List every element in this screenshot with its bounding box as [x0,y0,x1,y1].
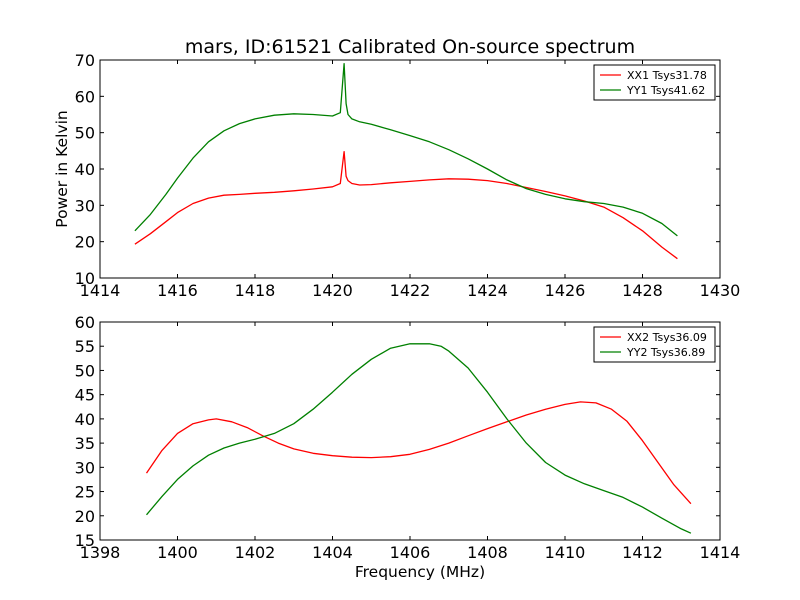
x-tick-label: 1412 [622,543,663,562]
x-tick-label: 1428 [622,281,663,300]
x-tick-label: 1414 [80,281,121,300]
legend-label: XX1 Tsys31.78 [627,69,707,82]
y-tick-label: 70 [75,51,95,70]
legend-box [593,64,716,101]
y-tick-label: 50 [75,124,95,143]
y-tick-label: 30 [75,458,95,477]
x-tick-label: 1400 [157,543,198,562]
y-tick-label: 20 [75,233,95,252]
x-tick-label: 1424 [467,281,508,300]
x-tick-label: 1430 [700,281,741,300]
x-tick-label: 1414 [700,543,741,562]
y-tick-label: 40 [75,160,95,179]
x-axis-label: Frequency (MHz) [355,563,485,581]
bottom-panel: 1398 1400 1402 1404 1406 1408 1410 1412 1414 15 20… [75,313,741,562]
y-tick-label: 30 [75,196,95,215]
y-tick-label: 50 [75,361,95,380]
x-tick-label: 1420 [312,281,353,300]
y-tick-label: 10 [75,269,95,288]
y-tick-label: 20 [75,507,95,526]
legend-label: YY2 Tsys36.89 [626,346,705,359]
y-axis-label: Power in Kelvin [53,110,71,227]
x-tick-label: 1404 [312,543,353,562]
legend-label: YY1 Tsys41.62 [626,84,705,97]
y-tick-label: 25 [75,483,95,502]
x-tick-label: 1416 [157,281,198,300]
x-tick-label: 1426 [545,281,586,300]
y-tick-label: 35 [75,434,95,453]
chart-title: mars, ID:61521 Calibrated On-source spec… [185,36,635,58]
y-tick-label: 15 [75,531,95,550]
x-tick-label: 1406 [390,543,431,562]
series-line-2-2 [146,343,692,534]
x-tick-label: 1402 [235,543,276,562]
top-panel: 1414 1416 1418 1420 1422 1424 1426 1428 1430 10 20… [75,51,741,300]
series-line-1-2 [134,62,678,237]
y-tick-label: 55 [75,337,95,356]
x-tick-label: 1422 [390,281,431,300]
y-tick-label: 40 [75,410,95,429]
y-tick-label: 60 [75,87,95,106]
legend-label: XX2 Tsys36.09 [627,331,707,344]
series-line-2-1 [145,401,692,505]
y-tick-label: 45 [75,386,95,405]
x-tick-label: 1410 [545,543,586,562]
x-tick-label: 1398 [80,543,121,562]
legend-box [593,326,716,363]
y-tick-label: 60 [75,313,95,332]
x-tick-label: 1408 [467,543,508,562]
x-tick-label: 1418 [235,281,276,300]
series-line-1-1 [134,150,678,260]
